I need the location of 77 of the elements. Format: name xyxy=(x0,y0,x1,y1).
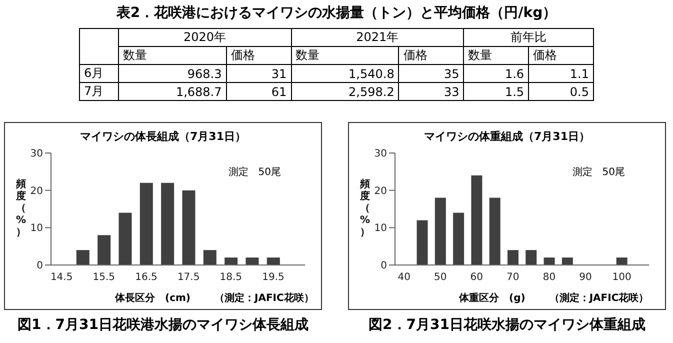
y-tick-label: 10 xyxy=(30,223,43,234)
y-tick-label: 0 xyxy=(36,260,43,272)
x-tick-label: 14.5 xyxy=(50,272,73,284)
text: 2021年 xyxy=(291,28,464,46)
y-axis-title: 頻度（%） xyxy=(359,179,371,239)
text: 35 xyxy=(398,64,464,82)
text: 前年比 xyxy=(464,28,594,46)
x-tick-label: 50 xyxy=(434,272,447,284)
x-axis-title: 体長区分 (cm) xyxy=(115,293,190,304)
annotation: 測定 50尾 xyxy=(572,166,625,179)
text: 1,688.7 xyxy=(118,82,226,100)
bar xyxy=(562,258,573,265)
x-tick-label: 70 xyxy=(506,272,520,284)
x-tick-label: 15.5 xyxy=(92,272,116,284)
text: 61 xyxy=(226,82,292,100)
bar xyxy=(98,235,111,265)
bar xyxy=(434,198,446,265)
bar xyxy=(453,212,464,265)
text: 表2．花咲港におけるマイワシの水揚量（トン）と平均価格（円/kg） xyxy=(115,4,558,22)
y-axis-title: 頻度（%） xyxy=(15,179,27,239)
bar xyxy=(182,190,196,265)
text: 7月 xyxy=(80,82,118,100)
bar xyxy=(224,258,238,265)
caption: 図2．7月31日花咲水揚のマイワシ体重組成 xyxy=(368,316,646,334)
text: 968.3 xyxy=(118,64,226,82)
y-tick-label: 30 xyxy=(30,148,43,160)
x-tick-label: 80 xyxy=(542,272,556,284)
text: 数量 xyxy=(118,46,226,64)
bar xyxy=(471,175,482,265)
bar xyxy=(161,182,174,265)
bar xyxy=(616,258,628,265)
text: 1,540.8 xyxy=(291,64,399,82)
y-tick-label: 10 xyxy=(374,223,387,234)
x-tick-label: 100 xyxy=(612,272,632,284)
bar xyxy=(416,220,428,265)
text: 1.6 xyxy=(464,64,529,82)
x-tick-label: 40 xyxy=(398,272,410,284)
bar xyxy=(76,250,90,265)
text: 33 xyxy=(398,82,464,100)
text: 6月 xyxy=(80,64,118,82)
text: 1.1 xyxy=(528,64,594,82)
bar xyxy=(507,250,518,265)
bar xyxy=(489,198,500,265)
x-axis-title: 体重区分 (g) xyxy=(459,293,526,304)
chart-title: マイワシの体重組成（7月31日） xyxy=(423,129,591,144)
text: 数量 xyxy=(291,46,399,64)
bar xyxy=(544,258,555,265)
bar xyxy=(118,212,132,265)
x-tick-label: 60 xyxy=(470,272,484,284)
bar xyxy=(526,250,537,265)
text: 0.5 xyxy=(528,82,594,100)
x-tick-label: 18.5 xyxy=(220,272,242,284)
text: （測定：JAFIC花咲） xyxy=(214,293,314,304)
x-tick-label: 90 xyxy=(579,272,592,284)
text: 2020年 xyxy=(118,28,292,46)
text: 数量 xyxy=(464,46,529,64)
text: 価格 xyxy=(226,46,292,64)
x-tick-label: 17.5 xyxy=(177,272,200,284)
text: 価格 xyxy=(528,46,594,64)
text: 価格 xyxy=(398,46,464,64)
caption: 図1．7月31日花咲港水揚のマイワシ体長組成 xyxy=(16,316,310,334)
y-tick-label: 20 xyxy=(30,186,43,197)
bar xyxy=(266,258,280,265)
text: 1.5 xyxy=(464,82,529,100)
y-tick-label: 0 xyxy=(380,260,387,272)
bar xyxy=(140,182,153,265)
text: （測定：JAFIC花咲） xyxy=(549,293,649,304)
annotation: 測定 50尾 xyxy=(228,166,281,179)
x-tick-label: 16.5 xyxy=(135,272,158,284)
bar xyxy=(203,250,216,265)
chart-title: マイワシの体長組成（7月31日） xyxy=(79,129,247,144)
text: 31 xyxy=(226,64,292,82)
x-tick-label: 19.5 xyxy=(262,272,284,284)
y-tick-label: 20 xyxy=(374,186,387,197)
y-tick-label: 30 xyxy=(374,148,387,160)
text: 2,598.2 xyxy=(291,82,399,100)
bar xyxy=(246,258,259,265)
